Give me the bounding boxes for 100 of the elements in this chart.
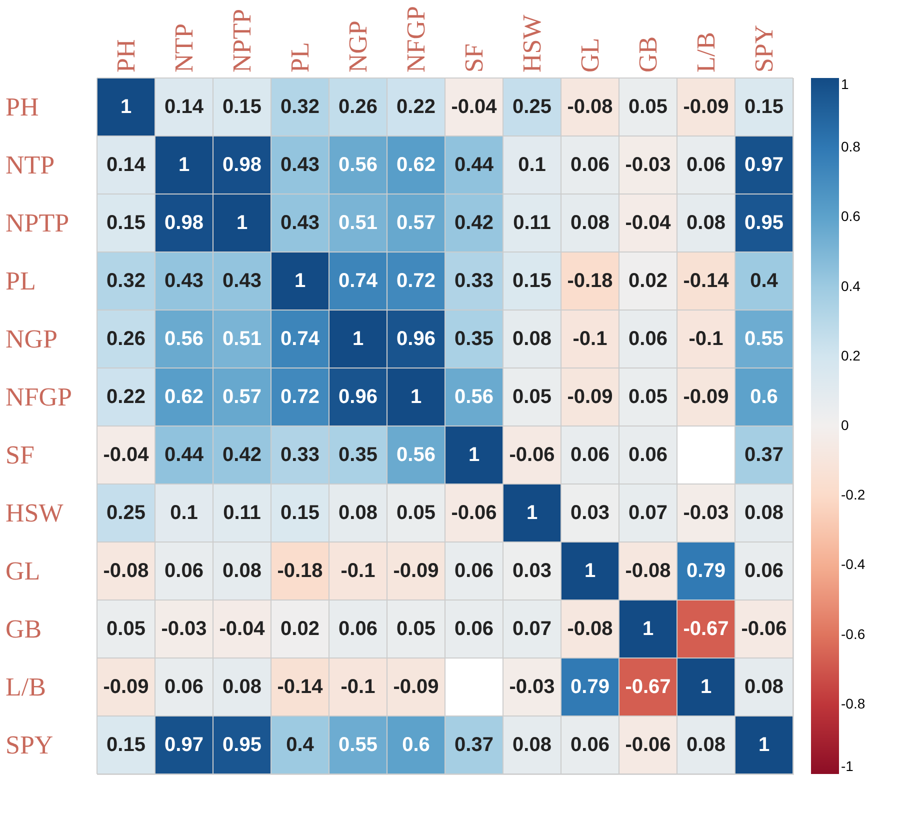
data-label: 1: [642, 618, 654, 640]
color-bar-label: 0.6: [841, 208, 861, 224]
data-label: 0.05: [628, 96, 668, 118]
data-label: 0.51: [222, 328, 262, 350]
data-label: 0.08: [512, 328, 552, 350]
data-label: -0.1: [340, 560, 376, 582]
color-bar-label: -0.6: [841, 626, 866, 642]
data-label: -0.09: [567, 386, 613, 408]
data-label: -0.03: [683, 502, 729, 524]
data-label: 0.26: [106, 328, 146, 350]
data-label: 0.08: [686, 212, 726, 234]
data-label: 0.96: [396, 328, 436, 350]
data-label: 0.1: [170, 502, 198, 524]
data-label: -0.1: [340, 676, 376, 698]
data-label: 0.15: [280, 502, 320, 524]
y-tick-label: SF: [6, 440, 34, 470]
data-label: -0.1: [572, 328, 608, 350]
data-label: 1: [120, 96, 132, 118]
x-tick-label: NTP: [170, 23, 198, 72]
data-label: 0.72: [280, 386, 320, 408]
data-label: -0.06: [451, 502, 497, 524]
color-bar-label: 0.2: [841, 347, 861, 364]
y-tick-label: GB: [6, 614, 42, 644]
data-label: 0.79: [686, 560, 726, 582]
data-label: 0.4: [286, 734, 315, 756]
x-tick-label: PH: [112, 39, 140, 72]
data-label: -0.06: [625, 734, 671, 756]
data-label: 0.56: [454, 386, 494, 408]
data-label: 0.33: [280, 444, 320, 466]
data-label: 1: [178, 154, 190, 176]
data-label: -0.09: [393, 676, 439, 698]
data-label: -0.09: [103, 676, 149, 698]
data-label: 1: [468, 444, 480, 466]
data-label: -0.08: [103, 560, 149, 582]
data-label: 0.11: [513, 212, 551, 234]
data-label: 0.07: [512, 618, 552, 640]
x-tick-label: GL: [576, 38, 604, 72]
data-label: -0.08: [567, 618, 613, 640]
data-label: 0.43: [280, 154, 320, 176]
data-label: 1: [758, 734, 770, 756]
data-label: 0.06: [164, 676, 204, 698]
data-label: 0.08: [222, 676, 262, 698]
data-label: 0.14: [164, 96, 204, 118]
data-label: 0.06: [570, 154, 610, 176]
data-label: -0.09: [393, 560, 439, 582]
data-label: 0.95: [744, 212, 784, 234]
data-label: 0.98: [222, 154, 262, 176]
x-tick-label: GB: [634, 36, 662, 72]
data-label: 0.25: [512, 96, 552, 118]
data-label: 0.74: [280, 328, 320, 350]
data-label: 0.06: [628, 328, 668, 350]
data-label: 0.72: [396, 270, 436, 292]
y-tick-label: NPTP: [6, 208, 70, 238]
data-label: 0.56: [396, 444, 436, 466]
data-label: 0.22: [106, 386, 146, 408]
data-label: 0.06: [744, 560, 784, 582]
data-label: -0.09: [683, 96, 729, 118]
data-label: 0.22: [396, 96, 436, 118]
y-tick-label: SPY: [6, 730, 54, 760]
y-tick-label: L/B: [6, 672, 46, 702]
data-label: -0.04: [219, 618, 266, 640]
data-label: 0.57: [222, 386, 262, 408]
color-bar-label: -0.2: [841, 486, 866, 503]
data-label: 0.15: [744, 96, 784, 118]
data-label: 0.43: [222, 270, 262, 292]
color-bar-label: 0.8: [841, 138, 861, 155]
color-bar-label: -1: [841, 758, 854, 774]
data-label: 1: [584, 560, 596, 582]
data-label: 0.37: [744, 444, 784, 466]
data-label: 0.56: [338, 154, 378, 176]
color-bar-label: -0.8: [841, 695, 866, 712]
x-tick-label: L/B: [692, 32, 720, 72]
data-label: 0.6: [402, 734, 430, 756]
data-label: 0.06: [454, 618, 494, 640]
data-label: 0.05: [628, 386, 668, 408]
x-tick-label: SF: [460, 44, 488, 72]
data-label: 0.25: [106, 502, 146, 524]
data-label: 1: [700, 676, 712, 698]
data-label: 0.96: [338, 386, 378, 408]
data-label: -0.67: [683, 618, 729, 640]
data-label: 0.44: [164, 444, 204, 466]
data-label: 0.43: [280, 212, 320, 234]
data-label: 0.06: [338, 618, 378, 640]
data-label: 0.26: [338, 96, 378, 118]
data-label: -0.14: [277, 676, 324, 698]
x-tick-label: PL: [286, 42, 314, 72]
y-tick-label: NGP: [6, 324, 58, 354]
data-label: 0.15: [106, 212, 146, 234]
data-label: 0.4: [750, 270, 779, 292]
data-label: 0.08: [686, 734, 726, 756]
data-label: 0.32: [280, 96, 320, 118]
data-label: 0.02: [628, 270, 668, 292]
data-label: 0.62: [396, 154, 436, 176]
data-label: -0.14: [683, 270, 730, 292]
data-label: 0.51: [338, 212, 378, 234]
data-label: 0.35: [338, 444, 378, 466]
data-label: 0.55: [744, 328, 784, 350]
data-label: 0.56: [164, 328, 204, 350]
data-label: 0.98: [164, 212, 204, 234]
y-tick-label: PH: [6, 92, 39, 122]
